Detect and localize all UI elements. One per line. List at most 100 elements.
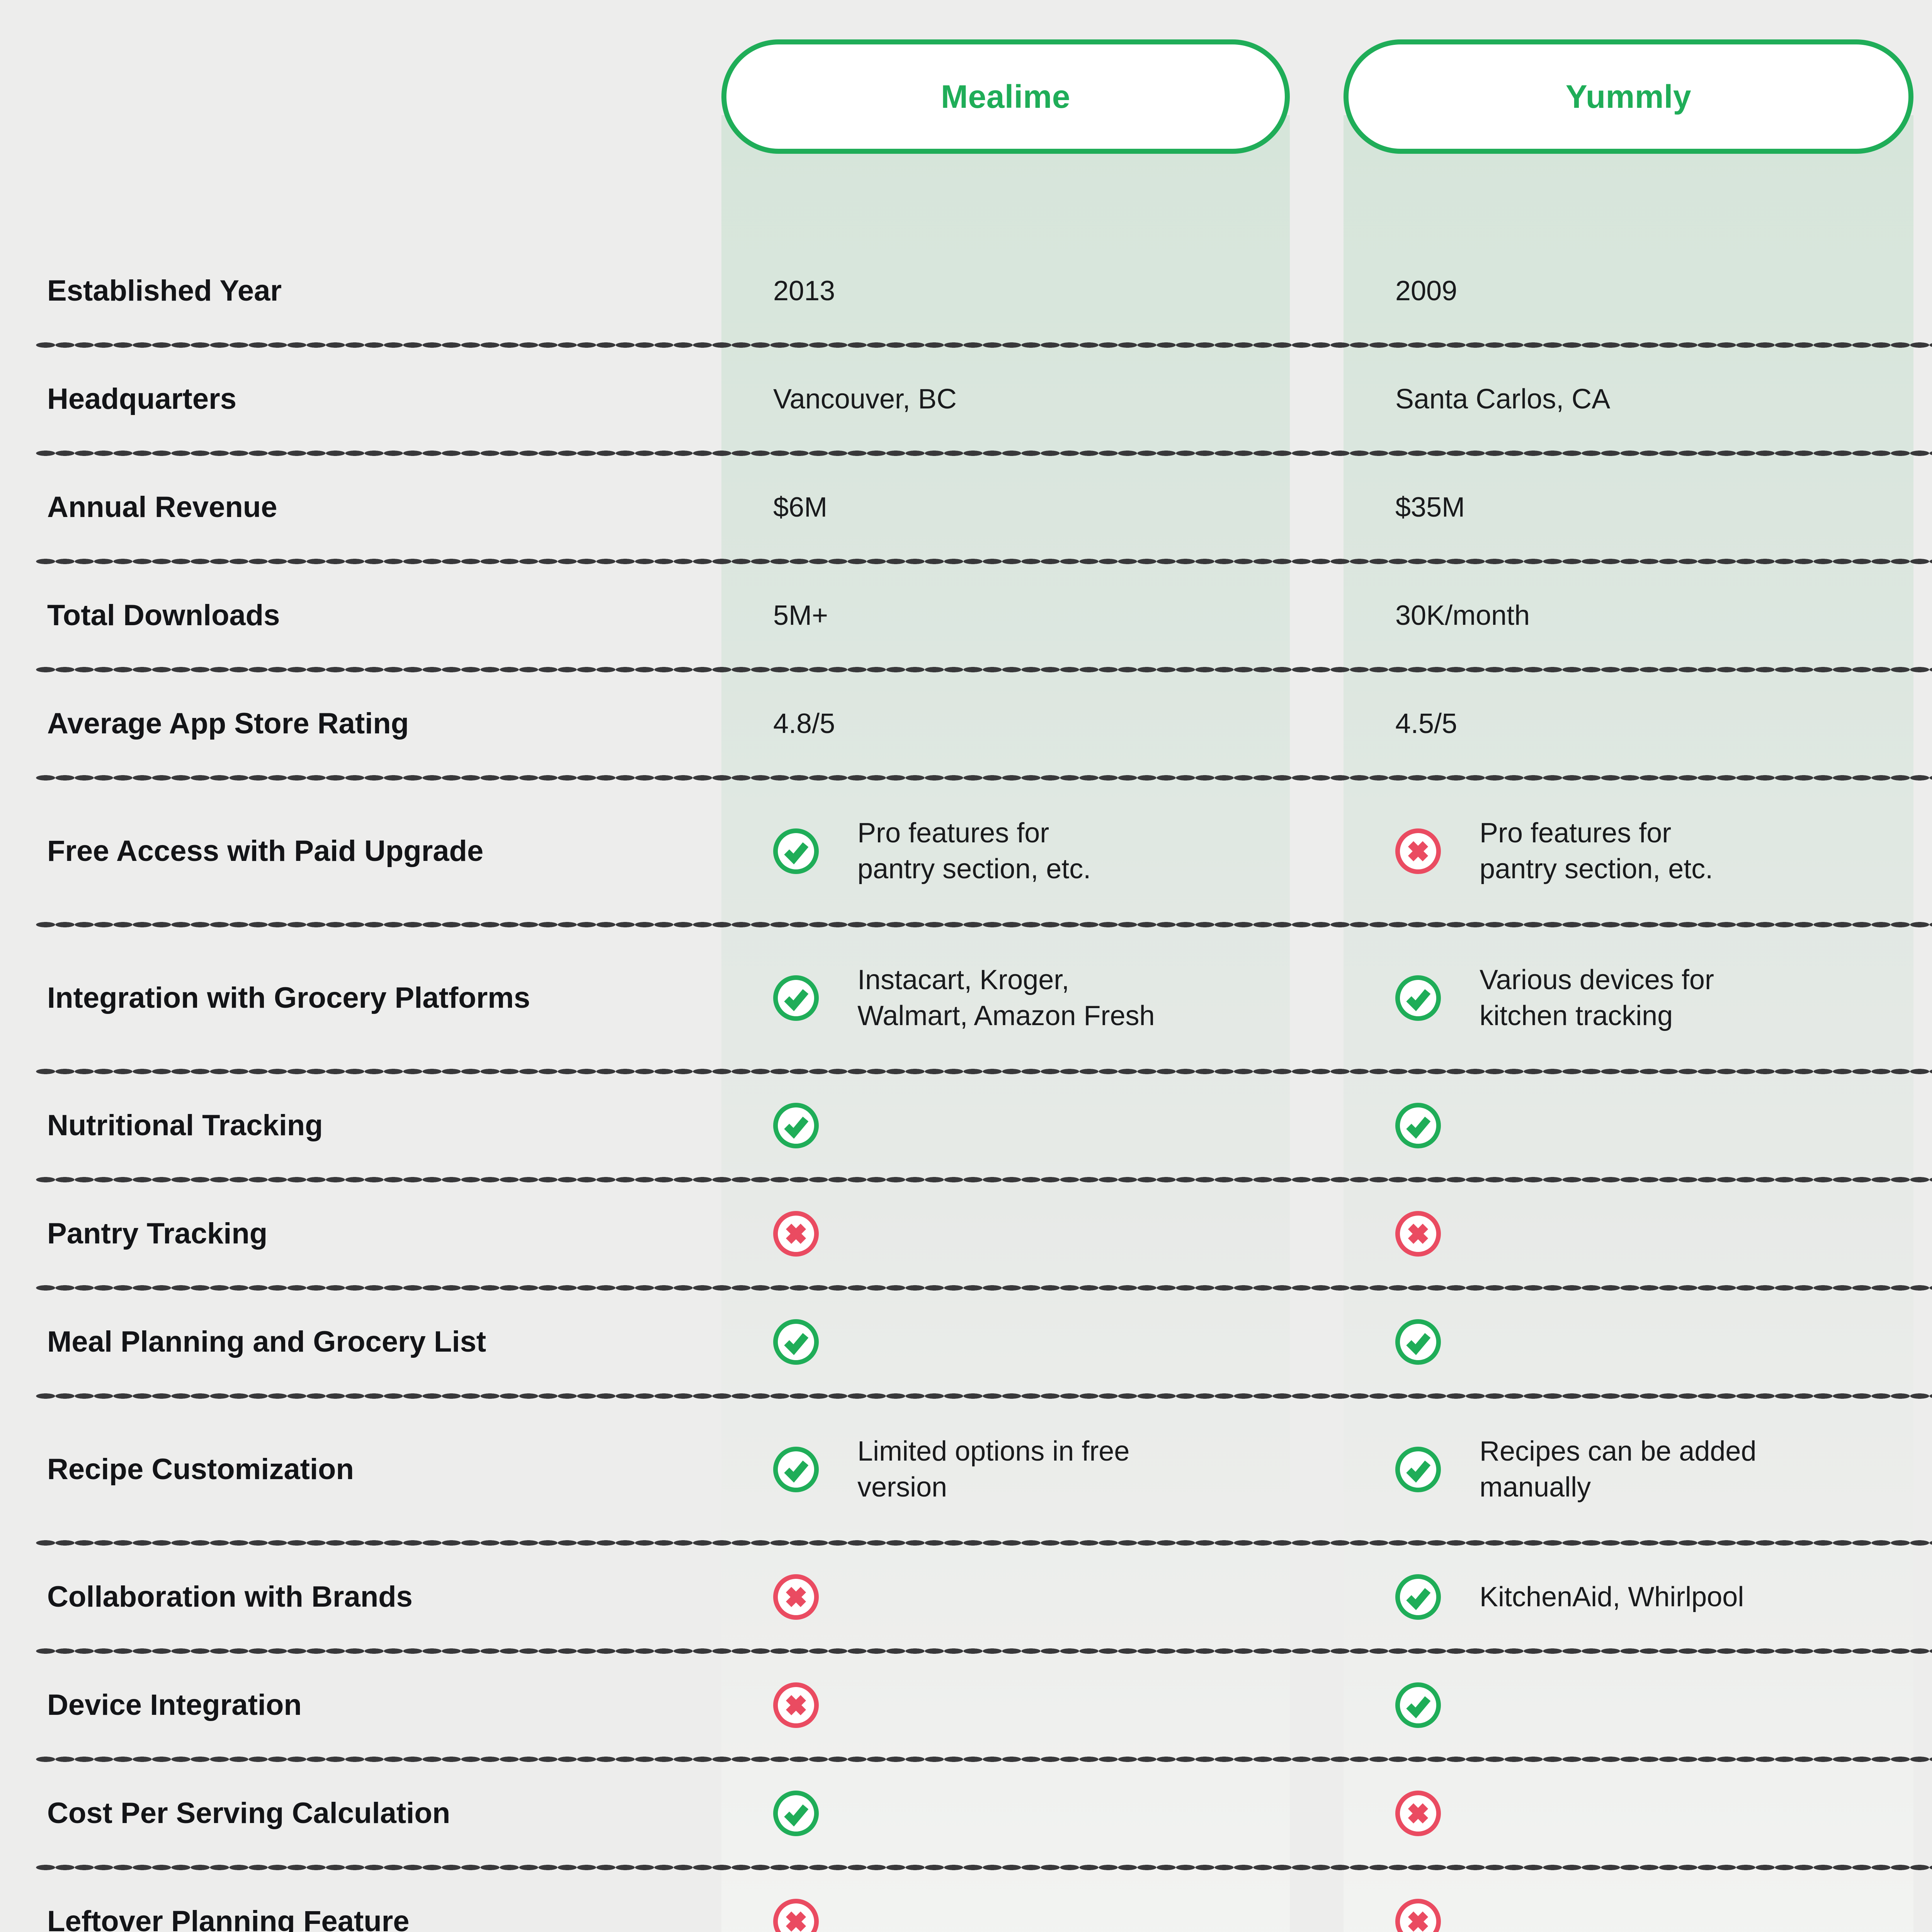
row-cell bbox=[721, 1682, 1344, 1728]
row-label: Annual Revenue bbox=[47, 491, 277, 524]
row-cell: Pro features for pantry section, etc. bbox=[1344, 815, 1932, 887]
row-cell bbox=[1344, 1103, 1932, 1148]
row-cell bbox=[721, 1319, 1344, 1365]
check-icon bbox=[773, 1447, 819, 1492]
column-background-mealime bbox=[721, 115, 1290, 1932]
check-icon bbox=[1395, 1319, 1441, 1365]
cell-value: 4.8/5 bbox=[773, 708, 835, 739]
cell-value: Various devices for kitchen tracking bbox=[1480, 964, 1714, 1031]
row-label: Free Access with Paid Upgrade bbox=[47, 835, 484, 868]
row-cell: Vancouver, BC bbox=[721, 381, 1344, 417]
cell-value: Pro features for pantry section, etc. bbox=[1480, 818, 1713, 884]
check-icon bbox=[773, 1319, 819, 1365]
row-cell bbox=[721, 1791, 1344, 1836]
row-cell: $35M bbox=[1344, 490, 1932, 526]
row-label: Headquarters bbox=[47, 383, 236, 416]
table-row: Pantry Tracking bbox=[36, 1180, 1932, 1291]
row-label: Pantry Tracking bbox=[47, 1217, 268, 1250]
column-header-yummly: Yummly bbox=[1344, 39, 1913, 154]
cell-value: Limited options in free version bbox=[857, 1436, 1130, 1503]
cell-value: 30K/month bbox=[1395, 600, 1530, 631]
row-cell bbox=[721, 1899, 1344, 1932]
check-icon bbox=[1395, 1447, 1441, 1492]
row-cell: 4.5/5 bbox=[1344, 706, 1932, 742]
table-row: Cost Per Serving Calculation bbox=[36, 1759, 1932, 1870]
cell-value: Santa Carlos, CA bbox=[1395, 383, 1611, 415]
row-cell: $6M bbox=[721, 490, 1344, 526]
cell-value: 4.5/5 bbox=[1395, 708, 1458, 739]
row-cell bbox=[1344, 1211, 1932, 1257]
table-row: Meal Planning and Grocery List bbox=[36, 1288, 1932, 1399]
cross-icon bbox=[1395, 1211, 1441, 1257]
cell-value: Instacart, Kroger, Walmart, Amazon Fresh bbox=[857, 964, 1155, 1031]
cross-icon bbox=[1395, 1899, 1441, 1932]
row-cell: 5M+ bbox=[721, 598, 1344, 634]
row-label: Cost Per Serving Calculation bbox=[47, 1797, 451, 1830]
row-cell: Instacart, Kroger, Walmart, Amazon Fresh bbox=[721, 962, 1344, 1034]
table-row: Integration with Grocery Platforms Instac… bbox=[36, 925, 1932, 1074]
check-icon bbox=[773, 975, 819, 1021]
column-header-label: Mealime bbox=[941, 78, 1070, 115]
table-row: Leftover Planning Feature bbox=[36, 1867, 1932, 1932]
row-cell: KitchenAid, Whirlpool bbox=[1344, 1574, 1932, 1620]
cross-icon bbox=[773, 1682, 819, 1728]
row-cell bbox=[721, 1103, 1344, 1148]
cell-value: Pro features for pantry section, etc. bbox=[857, 818, 1091, 884]
row-cell bbox=[1344, 1791, 1932, 1836]
check-icon bbox=[1395, 1574, 1441, 1620]
row-label: Device Integration bbox=[47, 1689, 302, 1722]
cell-value: $35M bbox=[1395, 492, 1465, 523]
cell-value: 2013 bbox=[773, 275, 835, 306]
row-label: Recipe Customization bbox=[47, 1453, 354, 1486]
cross-icon bbox=[773, 1211, 819, 1257]
cell-value: $6M bbox=[773, 492, 828, 523]
check-icon bbox=[773, 1791, 819, 1836]
row-label: Average App Store Rating bbox=[47, 707, 409, 740]
row-label: Collaboration with Brands bbox=[47, 1580, 413, 1614]
column-header-mealime: Mealime bbox=[721, 39, 1290, 154]
check-icon bbox=[1395, 1103, 1441, 1148]
row-cell bbox=[721, 1211, 1344, 1257]
row-label: Leftover Planning Feature bbox=[47, 1905, 410, 1932]
cell-value: 5M+ bbox=[773, 600, 828, 631]
table-row: Annual Revenue$6M$35M<$5M bbox=[36, 453, 1932, 564]
cell-value: Vancouver, BC bbox=[773, 383, 957, 415]
check-icon bbox=[1395, 1682, 1441, 1728]
check-icon bbox=[1395, 975, 1441, 1021]
row-label: Integration with Grocery Platforms bbox=[47, 981, 530, 1015]
table-row: Nutritional Tracking bbox=[36, 1071, 1932, 1182]
row-label: Total Downloads bbox=[47, 599, 280, 632]
cross-icon bbox=[1395, 828, 1441, 874]
table-row: Collaboration with Brands KitchenAid, Whi… bbox=[36, 1543, 1932, 1654]
row-label: Established Year bbox=[47, 274, 282, 308]
table-row: Recipe Customization Limited options in f… bbox=[36, 1396, 1932, 1546]
row-label: Nutritional Tracking bbox=[47, 1109, 323, 1142]
row-cell: Various devices for kitchen tracking bbox=[1344, 962, 1932, 1034]
cell-value: Recipes can be added manually bbox=[1480, 1436, 1757, 1503]
row-cell: 4.8/5 bbox=[721, 706, 1344, 742]
comparison-rows: Established Year201320092011Headquarters… bbox=[36, 237, 1932, 1932]
cross-icon bbox=[1395, 1791, 1441, 1836]
check-icon bbox=[773, 1103, 819, 1148]
row-cell: 2009 bbox=[1344, 273, 1932, 309]
row-label: Meal Planning and Grocery List bbox=[47, 1325, 486, 1359]
row-cell bbox=[1344, 1319, 1932, 1365]
table-row: Free Access with Paid Upgrade Pro feature… bbox=[36, 778, 1932, 927]
cross-icon bbox=[773, 1574, 819, 1620]
row-cell: Santa Carlos, CA bbox=[1344, 381, 1932, 417]
column-header-label: Yummly bbox=[1565, 78, 1692, 115]
check-icon bbox=[773, 828, 819, 874]
table-row: Device Integration bbox=[36, 1651, 1932, 1762]
cross-icon bbox=[773, 1899, 819, 1932]
table-row: Established Year201320092011 bbox=[36, 237, 1932, 348]
row-cell: Recipes can be added manually bbox=[1344, 1434, 1932, 1505]
row-cell: Limited options in free version bbox=[721, 1434, 1344, 1505]
row-cell: Pro features for pantry section, etc. bbox=[721, 815, 1344, 887]
row-cell: 30K/month bbox=[1344, 598, 1932, 634]
row-cell: 2013 bbox=[721, 273, 1344, 309]
table-row: Headquarters Vancouver, BC Santa Carlos, C… bbox=[36, 345, 1932, 456]
row-cell bbox=[1344, 1682, 1932, 1728]
